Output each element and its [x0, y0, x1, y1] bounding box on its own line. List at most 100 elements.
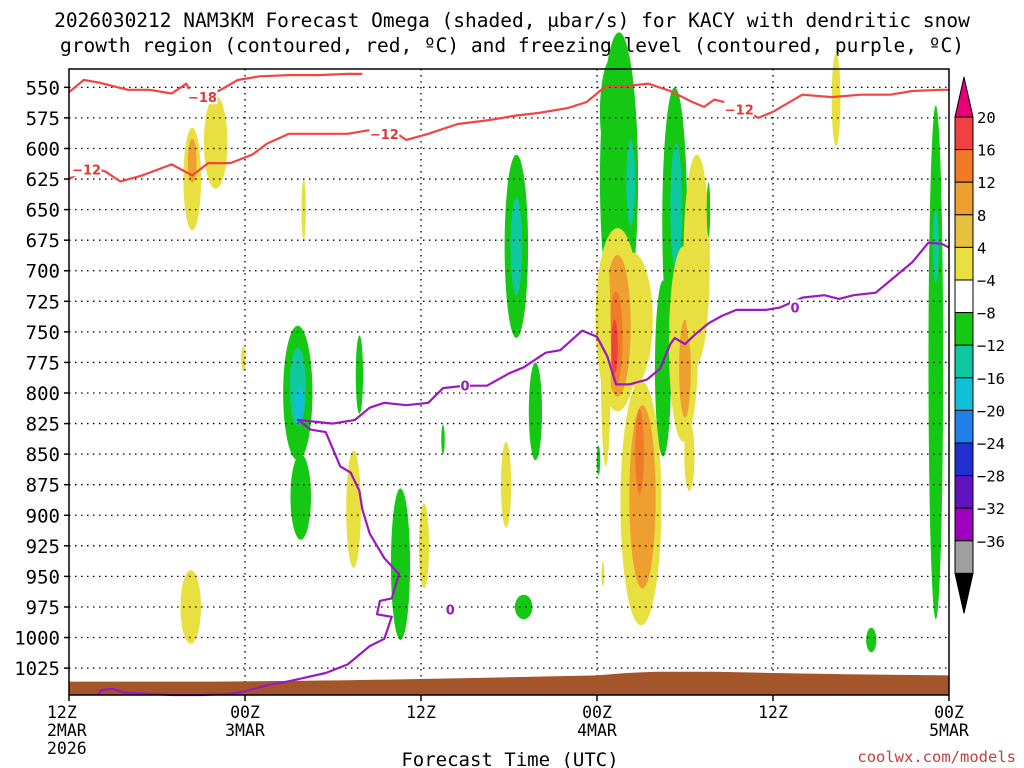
grid-lines [69, 69, 949, 695]
omega-blob-39 [601, 561, 605, 587]
colorbar-label-10: −24 [977, 435, 1005, 453]
omega-blob-18 [500, 441, 512, 528]
omega-blob-1 [187, 138, 197, 183]
y-tick-label-1000: 1000 [14, 628, 60, 650]
omega-blob-8 [290, 454, 311, 540]
omega-blob-24 [670, 143, 683, 271]
colorbar-swatch-5 [954, 279, 974, 314]
omega-blob-45 [866, 627, 877, 653]
y-tick-label-825: 825 [26, 414, 60, 436]
contour-label-bg-3 [724, 101, 755, 117]
contour-label-bg-0 [187, 89, 218, 105]
colorbar-top-arrow [954, 76, 974, 118]
y-tick-label-875: 875 [26, 475, 60, 497]
contour-layer: −18 −12 −12 −12 0 0 0 [68, 72, 950, 697]
colorbar-label-5: −4 [977, 272, 996, 290]
contour-label-bg-2 [369, 125, 400, 141]
y-axis-pressure: 550 575 600 625 650 675 700 725 750 775 800 825 850 8… [14, 77, 69, 680]
dgz-contour-minus12 [68, 82, 949, 183]
y-tick-label-850: 850 [26, 444, 60, 466]
y-tick-label-725: 725 [26, 291, 60, 313]
x-tick-label-1-1: 3MAR [225, 721, 265, 740]
y-tick-label-600: 600 [26, 138, 60, 160]
terrain-layer [69, 671, 949, 695]
colorbar-swatch-4 [954, 246, 974, 281]
y-tick-label-900: 900 [26, 505, 60, 527]
omega-blob-31 [600, 246, 611, 467]
colorbar-label-13: −36 [977, 533, 1005, 551]
y-tick-label-675: 675 [26, 230, 60, 252]
omega-blob-22 [626, 139, 636, 226]
omega-blob-44 [932, 209, 939, 283]
colorbar-swatch-6 [954, 312, 974, 346]
omega-blob-42 [831, 53, 841, 147]
x-tick-label-0-0: 12Z [47, 703, 77, 722]
colorbar-swatch-13 [954, 540, 974, 574]
contour-label-2: −12 [370, 128, 399, 143]
colorbar-label-0: 20 [977, 109, 996, 127]
omega-shading-layer [180, 32, 944, 653]
omega-blob-10 [346, 450, 361, 568]
colorbar-swatch-11 [954, 475, 974, 509]
y-tick-label-550: 550 [26, 77, 60, 99]
colorbar-label-7: −12 [977, 337, 1005, 355]
omega-blob-16 [510, 197, 523, 296]
colorbar-swatch-3 [954, 214, 974, 248]
terrain-fill [69, 671, 949, 695]
x-tick-label-0-2: 2026 [47, 739, 87, 758]
y-tick-label-575: 575 [26, 108, 60, 130]
chart-title-line-2: growth region (contoured, red, ºC) and f… [60, 34, 964, 57]
contour-label-1: −12 [72, 163, 101, 178]
colorbar-swatch-12 [954, 507, 974, 542]
y-tick-label-950: 950 [26, 566, 60, 588]
y-tick-label-625: 625 [26, 169, 60, 191]
chart-title-line-1: 2026030212 NAM3KM Forecast Omega (shaded… [54, 9, 970, 32]
omega-blob-17 [528, 362, 543, 461]
y-tick-label-925: 925 [26, 536, 60, 558]
omega-blob-2 [203, 95, 228, 189]
omega-blob-40 [684, 422, 695, 491]
x-tick-label-3-0: 00Z [582, 703, 612, 722]
contour-label-4: 0 [446, 603, 455, 618]
y-tick-label-700: 700 [26, 261, 60, 283]
colorbar-swatch-0 [954, 116, 974, 151]
omega-blob-38 [596, 445, 601, 475]
colorbar-swatch-7 [954, 344, 974, 379]
colorbar-label-4: 4 [977, 239, 986, 257]
contour-label-5: 0 [460, 380, 469, 395]
colorbar-label-9: −20 [977, 402, 1005, 420]
y-tick-label-800: 800 [26, 383, 60, 405]
y-tick-label-1025: 1025 [14, 658, 60, 680]
x-tick-label-2-0: 12Z [406, 703, 436, 722]
omega-blob-37 [635, 408, 644, 495]
x-tick-label-5-1: 5MAR [929, 721, 969, 740]
colorbar-swatch-10 [954, 442, 974, 477]
colorbar-label-11: −28 [977, 468, 1005, 486]
colorbar-swatch-2 [954, 181, 974, 216]
x-tick-label-3-1: 4MAR [577, 721, 617, 740]
colorbar-label-1: 16 [977, 142, 996, 160]
omega-blob-9 [355, 335, 364, 414]
omega-blob-34 [683, 154, 710, 363]
contour-label-bg-6 [790, 299, 800, 315]
omega-blob-7 [294, 386, 304, 424]
y-tick-label-975: 975 [26, 597, 60, 619]
omega-blob-19 [514, 594, 533, 620]
colorbar-label-8: −16 [977, 370, 1005, 388]
y-tick-label-750: 750 [26, 322, 60, 344]
omega-blob-41 [706, 182, 711, 237]
x-tick-label-4-0: 12Z [758, 703, 788, 722]
contour-label-6: 0 [790, 301, 799, 316]
colorbar-legend: 20 16 12 8 4 −4 −8 −12 −16 −20 −24 −28 −32 −36 [954, 76, 1005, 614]
colorbar-label-12: −32 [977, 500, 1005, 518]
omega-blob-43 [928, 105, 944, 620]
colorbar-label-3: 8 [977, 207, 986, 225]
contour-label-bg-1 [71, 161, 102, 177]
y-tick-label-775: 775 [26, 352, 60, 374]
x-tick-label-5-0: 00Z [934, 703, 964, 722]
omega-blob-13 [441, 424, 445, 455]
x-axis-title: Forecast Time (UTC) [401, 749, 618, 768]
contour-label-0: −18 [188, 91, 217, 106]
